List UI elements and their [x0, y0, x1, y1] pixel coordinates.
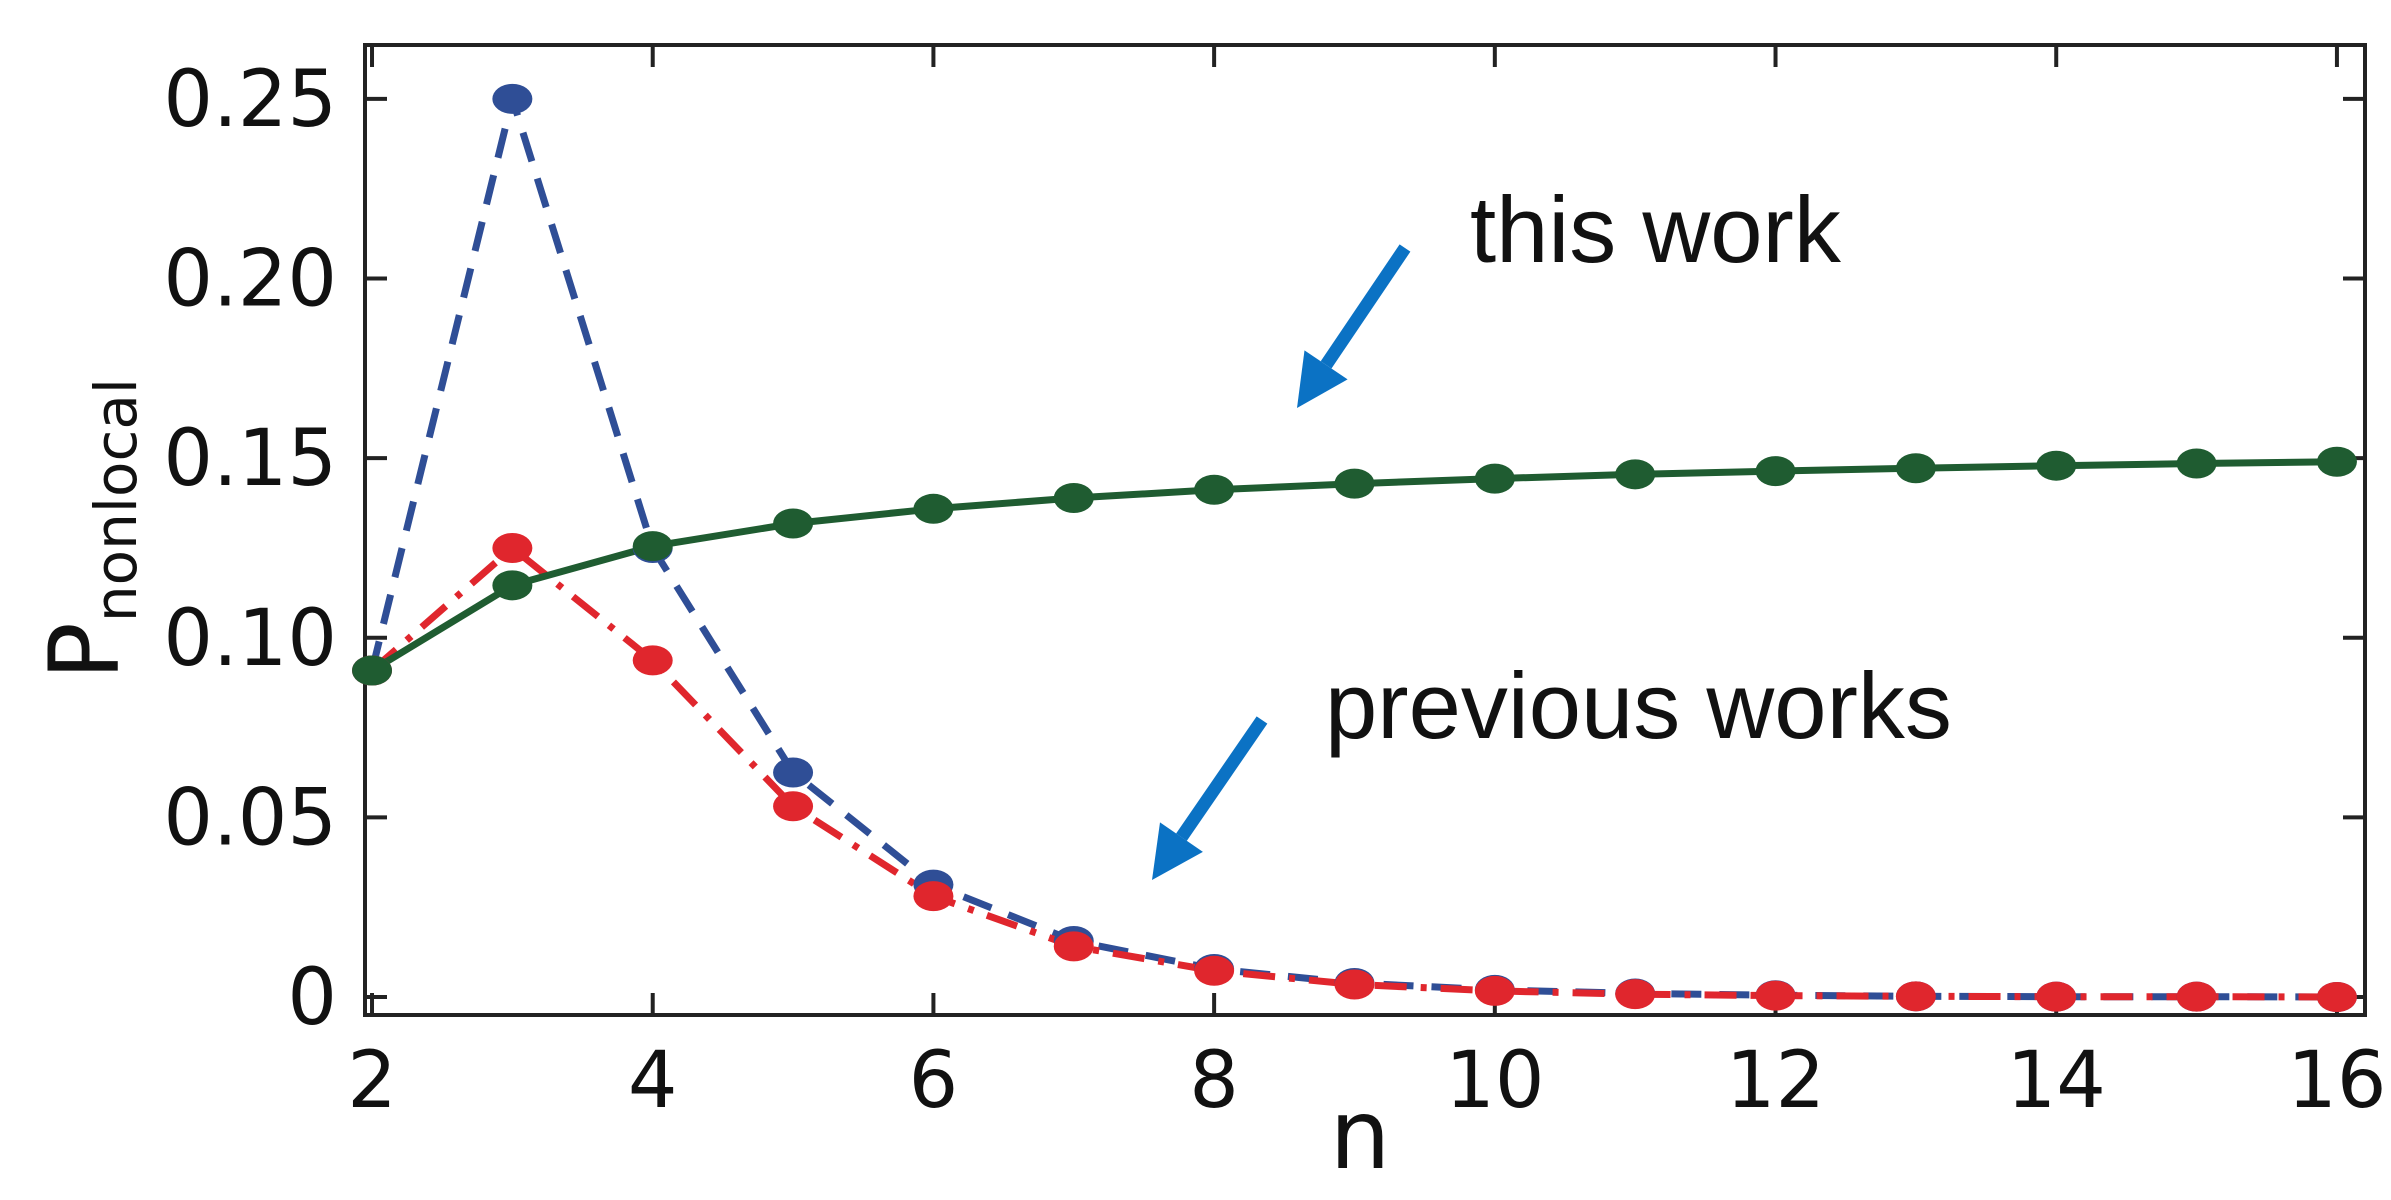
x-tick-label: 14	[2007, 1036, 2106, 1126]
data-point	[773, 757, 814, 788]
data-point	[492, 570, 533, 601]
x-axis-label: n	[1330, 1079, 1391, 1191]
x-tick-label: 10	[1445, 1036, 1544, 1126]
arrow-previous-works-head	[1152, 822, 1203, 880]
data-point	[1615, 459, 1656, 490]
arrow-this-work-shaft	[1320, 244, 1411, 369]
data-point	[2316, 446, 2357, 477]
arrow-previous-works-shaft	[1176, 716, 1268, 841]
data-point	[1615, 979, 1656, 1010]
x-tick-label: 16	[2287, 1036, 2386, 1126]
data-point	[773, 791, 814, 822]
y-axis-label: Pnonlocal	[29, 378, 150, 680]
data-point	[352, 655, 393, 686]
y-axis-label-sub: nonlocal	[82, 378, 150, 622]
data-point	[1755, 456, 1796, 487]
y-tick-label: 0.10	[163, 594, 337, 684]
series-points	[352, 83, 2357, 1013]
data-point	[1755, 980, 1796, 1011]
data-point	[913, 881, 954, 912]
data-point	[2316, 982, 2357, 1013]
data-point	[1474, 463, 1515, 494]
data-point	[1474, 975, 1515, 1006]
y-tick-label: 0.05	[163, 773, 337, 863]
plot-frame	[363, 43, 2367, 1017]
data-point	[1895, 981, 1936, 1012]
x-tick-label: 12	[1726, 1036, 1825, 1126]
data-point	[632, 645, 673, 676]
x-tick-label: 8	[1189, 1036, 1239, 1126]
data-point	[492, 532, 533, 563]
x-tick-label: 6	[909, 1036, 959, 1126]
data-point	[773, 508, 814, 539]
data-point	[1895, 453, 1936, 484]
data-point	[2176, 981, 2217, 1012]
data-point	[1194, 955, 1235, 986]
axis-ticks: 2 4 6 8 10 12 14 16 0 0.05 0.10 0.15 0.20 0.25	[163, 45, 2387, 1126]
data-point	[492, 83, 533, 114]
data-point	[913, 493, 954, 524]
data-point	[1194, 474, 1235, 505]
annotations: this work previous works	[1152, 177, 1952, 880]
data-point	[1053, 931, 1094, 962]
x-tick-label: 2	[347, 1036, 397, 1126]
y-tick-label: 0.20	[163, 235, 337, 325]
y-tick-label: 0	[287, 953, 337, 1043]
y-tick-label: 0.15	[163, 414, 337, 504]
series-line-dashdot	[369, 544, 2337, 1001]
y-tick-label: 0.25	[163, 55, 337, 145]
data-point	[1334, 468, 1375, 499]
data-point	[632, 531, 673, 562]
arrow-this-work-head	[1297, 350, 1348, 408]
annotation-this-work: this work	[1470, 177, 1842, 282]
annotation-previous-works: previous works	[1325, 653, 1952, 758]
x-tick-label: 4	[628, 1036, 678, 1126]
arrow-this-work	[1297, 244, 1411, 408]
y-axis-label-main: P	[29, 622, 141, 680]
data-point	[2176, 448, 2217, 479]
arrow-previous-works	[1152, 716, 1268, 880]
data-point	[2036, 450, 2077, 481]
data-point	[1053, 483, 1094, 514]
data-point	[2036, 981, 2077, 1012]
data-point	[1334, 969, 1375, 1000]
plot-area-border	[363, 43, 2367, 1017]
